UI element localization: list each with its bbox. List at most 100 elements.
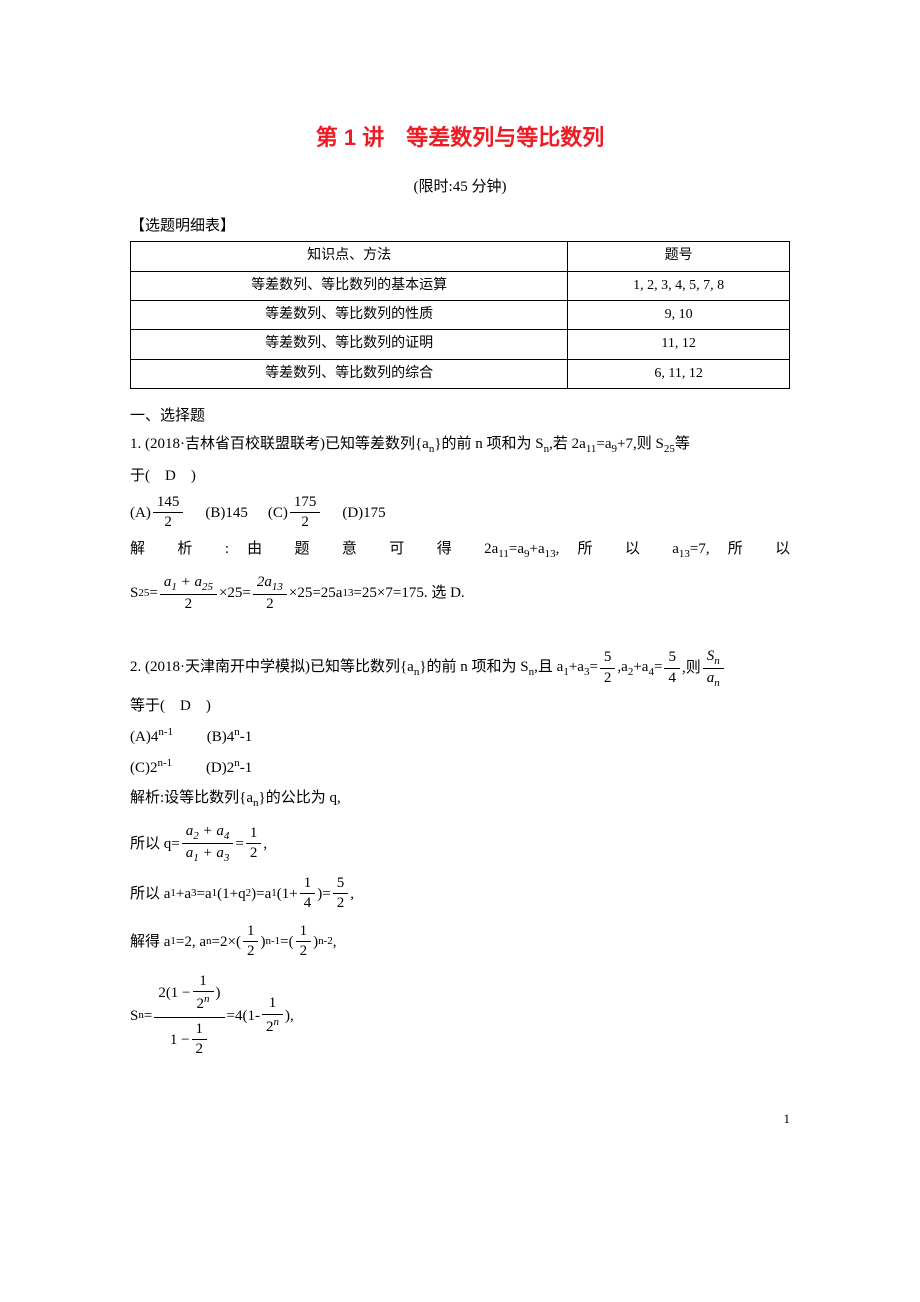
solution-text: 所 [728,541,757,557]
option-b: (B)145 [205,501,248,525]
problem-text: }的前 n 项和为 S [419,659,528,675]
fraction-denominator: 2 [246,844,262,864]
solution-text: , [263,832,267,856]
superscript: n-1 [158,726,173,738]
fraction-numerator: 175 [290,493,321,514]
problem-2-options-cd: (C)2n-1 (D)2n-1 [130,754,790,782]
fraction-numerator: a [194,574,202,590]
solution-text: +a [176,882,191,906]
fraction-numerator: 5 [600,648,616,669]
option-d: (D)175 [342,501,385,525]
fraction-denominator: 4 [664,669,680,689]
solution-text: = [149,580,157,607]
problem-text: = [589,659,597,675]
fraction-denominator: 2 [160,595,217,615]
solution-text: , [350,882,354,906]
solution-text: )= [317,882,330,906]
solution-text: 2a [484,541,498,557]
solution-text: 意 [342,541,371,557]
table-label: 【选题明细表】 [130,214,790,238]
table-cell: 等差数列、等比数列的综合 [131,359,568,388]
problem-2-sol-q: 所以 q= a2 + a4 a1 + a3 = 1 2 , [130,822,790,866]
solution-text: ×25= [219,580,251,607]
solution-text: )=a [251,882,271,906]
solution-text: =2×( [212,930,241,954]
solution-text: 由 [247,541,276,557]
solution-text: 解得 a [130,930,170,954]
solution-text: S [130,1004,138,1028]
solution-text: =4(1- [227,1004,260,1028]
problem-2-sol-intro: 解析:设等比数列{an}的公比为 q, [130,785,790,814]
problem-text: ,若 2a [549,436,586,452]
problem-text: = [654,659,662,675]
table-cell: 等差数列、等比数列的性质 [131,300,568,329]
fraction-numerator: 5 [333,874,349,895]
problem-text: ,则 [682,655,701,682]
section-a-heading: 一、选择题 [130,404,790,428]
problem-1-answer: 于( D ) [130,463,790,490]
problem-text: 等 [675,436,690,452]
problem-text: }的前 n 项和为 S [434,436,543,452]
problem-2: 2. (2018·天津南开中学模拟)已知等比数列{an}的前 n 项和为 Sn,… [130,647,790,691]
solution-text: (1+ [277,882,298,906]
solution-text: =25×7=175. 选 D. [353,580,464,607]
fraction-numerator: 5 [664,648,680,669]
solution-text: 题 [294,541,323,557]
option-label: (C) [268,501,288,525]
table-cell: 等差数列、等比数列的证明 [131,330,568,359]
solution-text: 得 [437,541,466,557]
solution-text: =7, [690,541,710,557]
option-a: (A) 145 2 [130,493,185,533]
option-c: (C)2 [130,760,158,776]
solution-text: ), [285,1004,294,1028]
superscript: n-1 [158,757,173,769]
solution-text: a [672,541,679,557]
solution-text: =a [509,541,524,557]
solution-text: +a [529,541,544,557]
solution-text: =( [280,930,293,954]
problem-1: 1. (2018·吉林省百校联盟联考)已知等差数列{an}的前 n 项和为 Sn… [130,431,790,460]
table-cell: 1, 2, 3, 4, 5, 7, 8 [568,271,790,300]
fraction-numerator: 1 [262,994,283,1015]
solution-text: 所以 a [130,882,170,906]
fraction-numerator: 1 [300,874,316,895]
fraction-denominator: 2 [290,513,321,533]
table-cell: 9, 10 [568,300,790,329]
fraction-numerator: 145 [153,493,184,514]
fraction-numerator: 1 [246,824,262,845]
page-title: 第 1 讲 等差数列与等比数列 [130,120,790,155]
solution-text: =a [197,882,212,906]
problem-text: +a [569,659,584,675]
fraction-denominator: 2 [253,595,287,615]
solution-text: S [130,580,138,607]
fraction-denominator: 2 [296,942,312,962]
fraction-denominator: 2 [600,669,616,689]
fraction-numerator: a [264,574,272,590]
solution-text: = [144,1004,152,1028]
problem-text: 1. (2018·吉林省百校联盟联考)已知等差数列{a [130,436,429,452]
problem-2-options-ab: (A)4n-1 (B)4n-1 [130,723,790,751]
solution-text: 可 [389,541,418,557]
table-header-1: 题号 [568,242,790,271]
solution-text: =2, a [176,930,206,954]
problem-1-options: (A) 145 2 (B)145 (C) 175 2 (D)175 [130,493,790,533]
problem-2-sol-a1a3: 所以 a1+a3=a1(1+q2)=a1(1+ 1 4 )= 5 2 , [130,874,790,914]
problem-text: ,a [617,659,627,675]
solution-text: ×25=25a [289,580,343,607]
fraction-numerator: a [216,823,224,839]
solution-text: = [235,832,243,856]
solution-text: 解 [130,541,159,557]
problem-2-sol-sn: Sn= 2(1 − 12n) 1 − 12 =4(1- 1 2n ), [130,970,790,1062]
solution-text: , [556,541,560,557]
option-text: -1 [240,729,253,745]
topic-table: 知识点、方法 题号 等差数列、等比数列的基本运算 1, 2, 3, 4, 5, … [130,241,790,389]
problem-2-answer: 等于( D ) [130,693,790,720]
option-b: (B)4 [207,729,235,745]
table-header-0: 知识点、方法 [131,242,568,271]
subtitle: (限时:45 分钟) [130,175,790,199]
fraction-denominator: a [216,845,224,861]
fraction-numerator: 1 [243,922,259,943]
problem-text: 2. (2018·天津南开中学模拟)已知等比数列{a [130,659,414,675]
problem-text: =a [596,436,611,452]
solution-text: 析 [177,541,206,557]
